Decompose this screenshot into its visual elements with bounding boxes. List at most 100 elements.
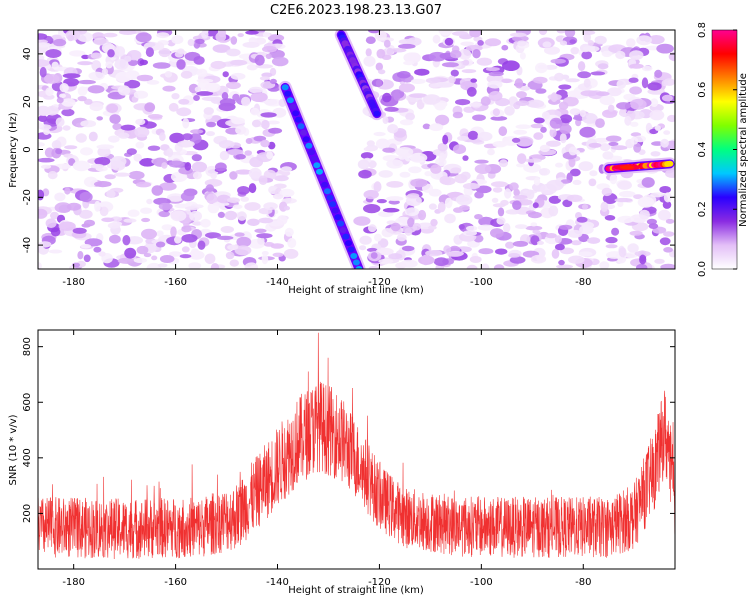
ridge-cell (337, 220, 345, 227)
noise-blob (192, 221, 203, 226)
noise-blob (123, 218, 137, 223)
noise-blob (378, 211, 394, 218)
x-tick-label: -100 (470, 277, 493, 288)
noise-blob (634, 250, 651, 257)
noise-blob (45, 49, 62, 58)
noise-blob (567, 90, 582, 98)
ridge-cell (284, 90, 292, 97)
noise-blob (218, 140, 235, 149)
noise-blob (225, 81, 241, 90)
noise-blob (470, 78, 478, 83)
noise-blob (147, 145, 161, 151)
noise-blob (448, 75, 456, 84)
noise-blob (629, 63, 644, 69)
ridge-cell (373, 110, 381, 117)
snr-series-line (38, 332, 675, 560)
noise-blob (474, 191, 484, 199)
noise-blob (48, 249, 63, 254)
noise-blob (633, 194, 643, 200)
ridge-cell (352, 259, 360, 266)
noise-blob (84, 238, 103, 247)
noise-blob (469, 256, 482, 263)
noise-blob (235, 154, 246, 160)
noise-blob (569, 108, 581, 116)
noise-blob (365, 36, 376, 44)
noise-blob (77, 96, 87, 102)
noise-blob (407, 217, 415, 228)
noise-blob (478, 216, 494, 227)
noise-blob (168, 160, 185, 168)
noise-blob (77, 79, 96, 85)
noise-blob (101, 217, 115, 223)
noise-blob (495, 248, 508, 255)
noise-blob (220, 226, 234, 233)
noise-blob (477, 40, 484, 46)
noise-blob (512, 240, 529, 247)
noise-blob (166, 147, 174, 158)
noise-blob (260, 112, 277, 118)
noise-blob (373, 181, 382, 193)
snr-xlabel: Height of straight line (km) (288, 585, 424, 596)
noise-blob (38, 59, 50, 67)
noise-blob (230, 59, 248, 66)
ridge-cell (329, 201, 337, 208)
noise-blob (268, 127, 283, 134)
noise-blob (450, 167, 462, 174)
noise-blob (38, 55, 45, 61)
noise-blob (375, 79, 382, 88)
noise-blob (568, 146, 578, 156)
noise-blob (221, 92, 229, 101)
noise-blob (224, 210, 238, 221)
noise-blob (240, 196, 249, 202)
noise-blob (140, 207, 153, 214)
noise-blob (88, 71, 105, 81)
noise-blob (422, 123, 431, 130)
noise-blob (626, 38, 636, 48)
noise-blob (446, 251, 463, 257)
noise-blob (614, 197, 633, 203)
ridge-peak-core (620, 165, 635, 170)
noise-blob (245, 30, 259, 35)
noise-blob (217, 211, 225, 218)
noise-blob (386, 181, 404, 188)
noise-blob (418, 255, 435, 265)
ridge-cell (666, 160, 674, 167)
noise-blob (69, 50, 86, 57)
noise-blob (182, 118, 190, 129)
noise-blob (490, 228, 504, 238)
noise-blob (272, 252, 284, 257)
noise-blob (206, 193, 218, 204)
noise-blob (178, 98, 190, 105)
noise-blob (617, 180, 632, 190)
noise-blob (258, 217, 274, 224)
noise-blob (509, 256, 526, 264)
noise-blob (222, 71, 229, 78)
spectrogram-ridges (278, 30, 675, 269)
noise-blob (244, 202, 261, 211)
noise-blob (378, 170, 393, 178)
noise-blob (147, 114, 163, 119)
noise-blob (530, 123, 544, 129)
noise-blob (196, 68, 208, 77)
noise-blob (263, 169, 277, 180)
noise-blob (80, 147, 93, 156)
noise-blob (467, 130, 479, 140)
noise-blob (265, 53, 272, 60)
x-tick-label: -160 (164, 277, 187, 288)
noise-blob (539, 144, 551, 153)
noise-blob (599, 143, 611, 152)
noise-blob (38, 241, 52, 248)
noise-blob (51, 34, 62, 40)
noise-blob (565, 78, 580, 83)
colorbar: 0.0 0.2 0.4 0.6 0.8 Normalized spectral ampl… (697, 22, 749, 277)
colorbar-tick-label: 0.4 (697, 142, 708, 158)
noise-blob (117, 85, 131, 96)
noise-blob (242, 41, 260, 48)
noise-blob (501, 44, 509, 51)
noise-blob (133, 90, 149, 99)
noise-blob (64, 187, 71, 195)
noise-blob (530, 222, 538, 227)
noise-blob (387, 124, 399, 134)
noise-blob (98, 251, 106, 257)
noise-blob (665, 169, 675, 178)
